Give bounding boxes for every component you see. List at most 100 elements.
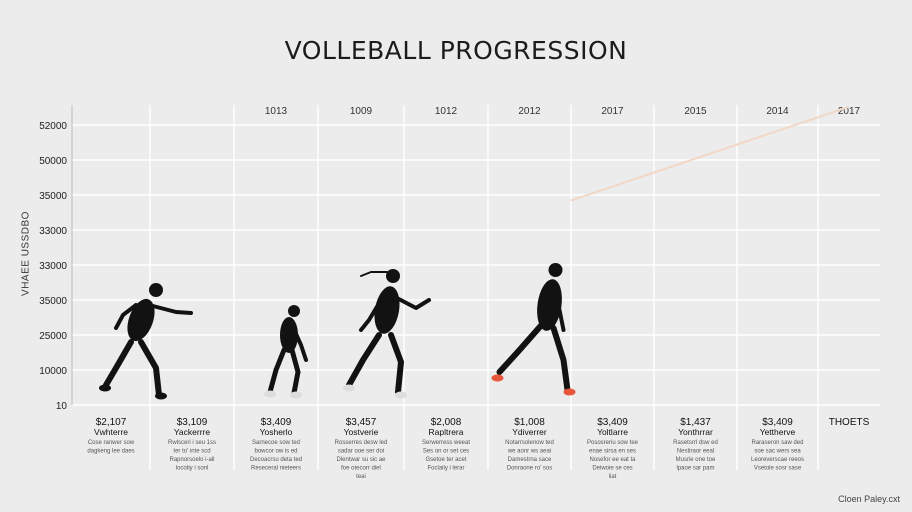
column-desc: Raraseron saw ded (751, 440, 803, 446)
column-desc: Nestiraor eeal (677, 449, 714, 455)
athlete-leg (289, 347, 301, 396)
athlete-head (386, 269, 400, 283)
athlete-3-figure (343, 269, 431, 399)
column-desc: Rwlsceri i seu 1ss (168, 440, 216, 446)
column-value: $2,008 (431, 417, 462, 428)
column-desc: Rapnorsoelo i-all (169, 457, 214, 463)
credit-text: Cloen Paley.cxt (838, 494, 900, 504)
x-top-label: 2017 (601, 106, 624, 117)
column-desc: Foclaily i lerar (427, 466, 464, 472)
column-desc: ter to' inte scd (173, 449, 210, 455)
x-top-label: 2014 (766, 106, 789, 117)
column-value: $3,409 (261, 417, 292, 428)
athlete-leg (496, 322, 545, 375)
athlete-arm (551, 286, 566, 332)
column-desc: Donraone ro' sos (507, 466, 553, 472)
athlete-head (548, 263, 563, 277)
athlete-head (149, 283, 163, 297)
column-desc: Musrie one toe (676, 457, 716, 463)
athlete-leg (550, 325, 571, 393)
athlete-arm (114, 303, 138, 330)
column-desc: locotiy i sonl (176, 466, 209, 472)
column-value: THOETS (829, 417, 870, 428)
column-name: Yonthrrar (678, 427, 713, 437)
column-desc: Reseceral nieteers (251, 466, 301, 472)
column-desc: Decoacrsu deta ted (250, 457, 302, 463)
column-desc: we aonr ws aeai (507, 449, 551, 455)
y-tick-label: 33000 (39, 226, 67, 237)
column-value: $1,008 (514, 417, 545, 428)
athlete-torso (127, 298, 155, 342)
athlete-hair (360, 271, 388, 277)
y-tick-label: 35000 (39, 296, 67, 307)
column-value: $3,109 (177, 417, 208, 428)
column-desc: Cose ranwer sow (88, 440, 135, 446)
athlete-leg (346, 332, 382, 388)
column-desc: sadar ooe ser doi (338, 449, 384, 455)
athlete-leg (388, 332, 404, 395)
x-top-label: 1013 (265, 106, 288, 117)
column-name: Yettherve (760, 427, 796, 437)
column-desc: bowcor ow is ed (254, 449, 297, 455)
chart-title: VOLLEBALL PROGRESSION (284, 36, 628, 65)
column-value: $3,409 (762, 417, 793, 428)
column-name: Yoltlarre (597, 427, 628, 437)
y-tick-label: 10000 (39, 366, 67, 377)
y-tick-label: 35000 (39, 191, 67, 202)
column-desc: Ses on or set ces (423, 449, 469, 455)
y-tick-label: 52000 (39, 121, 67, 132)
column-value: $3,457 (346, 417, 377, 428)
athlete-arm (359, 298, 383, 332)
athlete-shoe (99, 384, 111, 392)
athlete-2-figure (264, 305, 308, 399)
column-name: Ydiverrer (512, 427, 547, 437)
column-desc: soe sac wers sea (754, 449, 801, 455)
x-top-label: 1012 (435, 106, 458, 117)
column-value: $2,107 (96, 417, 127, 428)
column-desc: Sarnecoe sow ted (252, 440, 300, 446)
athlete-leg (267, 347, 287, 395)
y-tick-label: 25000 (39, 331, 67, 342)
column-desc: Rosserres desw led (335, 440, 388, 446)
column-desc: Nosefor ee eat ta (589, 457, 636, 463)
athlete-arm (290, 323, 308, 362)
column-name: Yosherlo (260, 427, 293, 437)
column-desc: Leoreverscae reeos (751, 457, 804, 463)
column-desc: teai (356, 474, 366, 480)
athlete-shoe (491, 374, 504, 382)
column-desc: Serwerress weeat (422, 440, 470, 446)
column-name: Yackerrre (174, 427, 210, 437)
column-desc: Dlentwar su sic ae (336, 457, 386, 463)
athlete-shoe (264, 390, 276, 398)
athlete-4-figure (491, 263, 576, 396)
y-tick-label: 50000 (39, 156, 67, 167)
column-desc: lpaoe sar pam (676, 466, 714, 472)
x-top-label: 1009 (350, 106, 373, 117)
column-desc: Pososreriu sow tee (587, 440, 639, 446)
x-top-label: 2012 (518, 106, 541, 117)
athlete-shoe (290, 391, 302, 399)
column-desc: Vsetole sosr sase (754, 466, 802, 472)
column-desc: enae sirsa en ses (589, 449, 636, 455)
athlete-leg (103, 339, 134, 388)
column-desc: Deiwoie se ces (592, 466, 632, 472)
x-top-label: 2015 (684, 106, 707, 117)
athlete-shoe (563, 388, 576, 396)
column-desc: Damestrna sace (508, 457, 552, 463)
column-desc: liat (609, 474, 617, 480)
y-tick-label: 33000 (39, 261, 67, 272)
y-tick-label: 10 (56, 401, 68, 412)
column-name: Vwhterre (94, 427, 128, 437)
athlete-shoe (155, 392, 167, 400)
column-name: Yostverie (344, 427, 379, 437)
x-top-label: 2017 (838, 106, 861, 117)
column-desc: Rasetsrrl dsw ed (673, 440, 718, 446)
column-desc: foe otecorr diel (341, 466, 381, 472)
athlete-shoe (343, 384, 355, 392)
column-value: $3,409 (597, 417, 628, 428)
column-value: $1,437 (680, 417, 711, 428)
athlete-leg (138, 339, 162, 398)
trend-line (570, 105, 850, 202)
athlete-arm (391, 294, 431, 310)
